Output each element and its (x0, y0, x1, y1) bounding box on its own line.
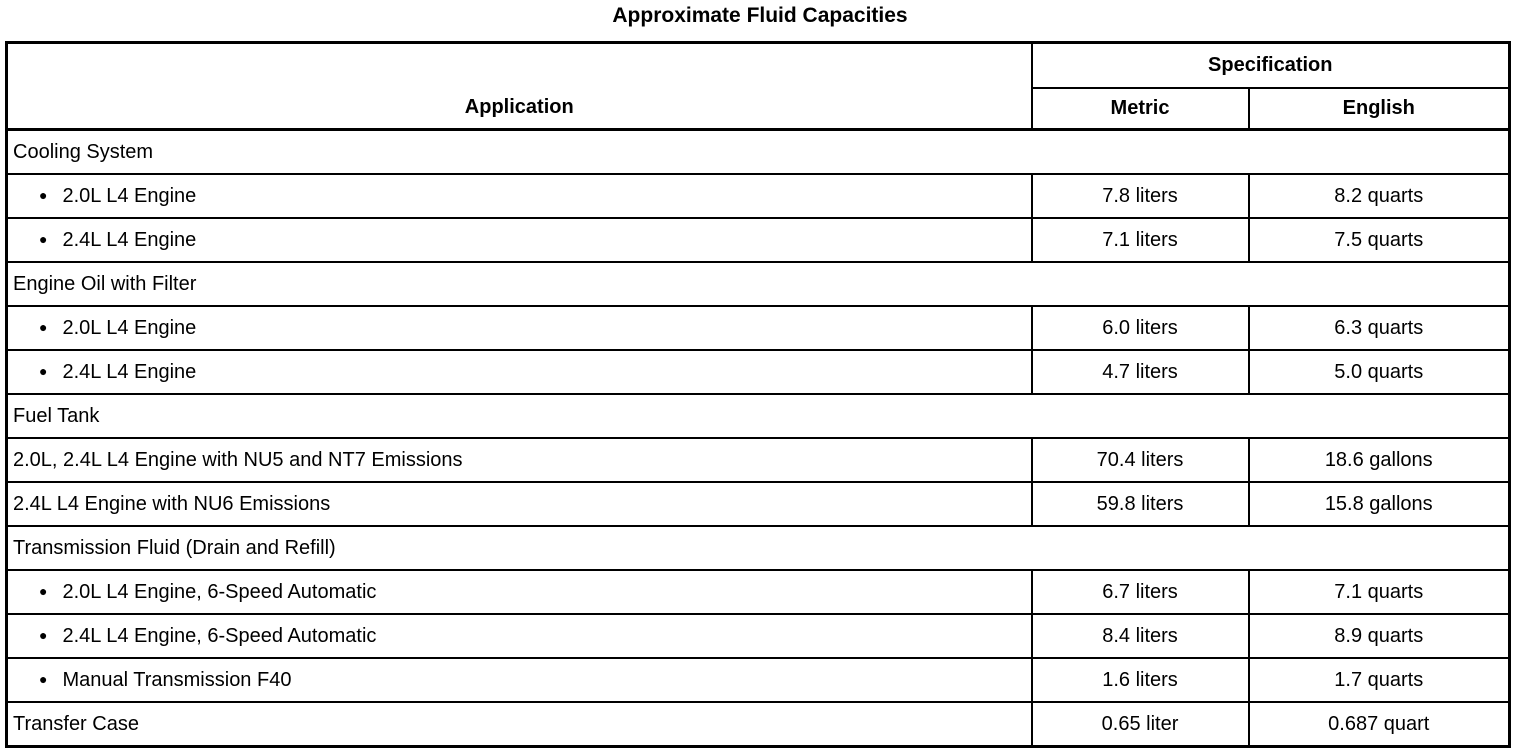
metric-value: 7.1 liters (1030, 217, 1250, 263)
bullet-icon: ● (39, 318, 48, 335)
table-row: ● 2.0L L4 Engine 7.8 liters 8.2 quarts (5, 173, 1511, 219)
page-title: Approximate Fluid Capacities (612, 4, 908, 27)
bullet-icon: ● (39, 626, 48, 643)
english-value: 7.1 quarts (1247, 569, 1511, 615)
table-row: 2.0L, 2.4L L4 Engine with NU5 and NT7 Em… (5, 437, 1511, 483)
english-value: 5.0 quarts (1247, 349, 1511, 395)
english-value: 0.687 quart (1247, 701, 1511, 748)
section-label: Fuel Tank (5, 393, 1511, 439)
specification-column-header: Specification (1030, 41, 1511, 89)
english-value: 1.7 quarts (1247, 657, 1511, 703)
english-value: 8.9 quarts (1247, 613, 1511, 659)
bullet-icon: ● (39, 230, 48, 247)
metric-value: 0.65 liter (1030, 701, 1250, 748)
row-label: 2.4L L4 Engine with NU6 Emissions (5, 481, 1033, 527)
metric-value: 1.6 liters (1030, 657, 1250, 703)
table-row: Transfer Case 0.65 liter 0.687 quart (5, 701, 1511, 748)
row-label: 2.4L L4 Engine, 6-Speed Automatic (62, 624, 377, 647)
row-label: 2.4L L4 Engine (62, 228, 197, 251)
row-label: 2.0L L4 Engine (62, 184, 197, 207)
table-row: 2.4L L4 Engine with NU6 Emissions 59.8 l… (5, 481, 1511, 527)
english-value: 15.8 gallons (1247, 481, 1511, 527)
metric-value: 8.4 liters (1030, 613, 1250, 659)
table-row: ● 2.0L L4 Engine, 6-Speed Automatic 6.7 l… (5, 569, 1511, 615)
table-row-section: Transmission Fluid (Drain and Refill) (5, 525, 1511, 571)
metric-value: 59.8 liters (1030, 481, 1250, 527)
bullet-icon: ● (39, 582, 48, 599)
bullet-icon: ● (39, 670, 48, 687)
row-label: 2.0L L4 Engine (62, 316, 197, 339)
english-value: 18.6 gallons (1247, 437, 1511, 483)
table-row: ● Manual Transmission F40 1.6 liters 1.7 … (5, 657, 1511, 703)
english-value: 6.3 quarts (1247, 305, 1511, 351)
table-row: ● 2.4L L4 Engine 4.7 liters 5.0 quarts (5, 349, 1511, 395)
fluid-capacities-table: Application Specification Metric English… (5, 41, 1512, 748)
row-label: 2.4L L4 Engine (62, 360, 197, 383)
bullet-icon: ● (39, 186, 48, 203)
table-row: ● 2.4L L4 Engine 7.1 liters 7.5 quarts (5, 217, 1511, 263)
table-row: ● 2.4L L4 Engine, 6-Speed Automatic 8.4 l… (5, 613, 1511, 659)
row-label: 2.0L L4 Engine, 6-Speed Automatic (62, 580, 377, 603)
section-label: Cooling System (5, 128, 1511, 175)
row-label: 2.0L, 2.4L L4 Engine with NU5 and NT7 Em… (5, 437, 1033, 483)
metric-value: 6.7 liters (1030, 569, 1250, 615)
metric-column-header: Metric (1030, 86, 1250, 131)
metric-value: 4.7 liters (1030, 349, 1250, 395)
row-label: Manual Transmission F40 (62, 668, 292, 691)
row-label: Transfer Case (5, 701, 1033, 748)
metric-value: 6.0 liters (1030, 305, 1250, 351)
metric-value: 7.8 liters (1030, 173, 1250, 219)
english-column-header: English (1247, 86, 1511, 131)
section-label: Transmission Fluid (Drain and Refill) (5, 525, 1511, 571)
section-label: Engine Oil with Filter (5, 261, 1511, 307)
table-row-section: Engine Oil with Filter (5, 261, 1511, 307)
table-row-section: Fuel Tank (5, 393, 1511, 439)
english-value: 8.2 quarts (1247, 173, 1511, 219)
table-row: ● 2.0L L4 Engine 6.0 liters 6.3 quarts (5, 305, 1511, 351)
bullet-icon: ● (39, 362, 48, 379)
english-value: 7.5 quarts (1247, 217, 1511, 263)
application-column-header: Application (5, 41, 1033, 131)
table-row-section: Cooling System (5, 128, 1511, 175)
metric-value: 70.4 liters (1030, 437, 1250, 483)
